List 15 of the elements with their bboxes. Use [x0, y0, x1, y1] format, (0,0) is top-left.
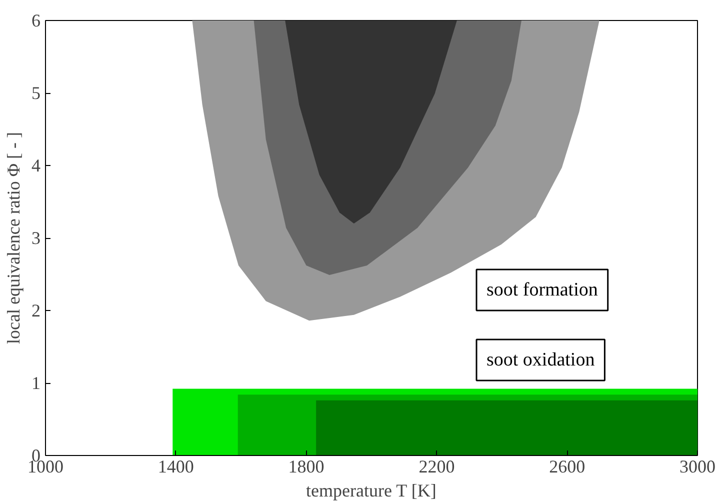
x-tick-label: 1800: [288, 456, 324, 476]
x-tick-label: 1400: [158, 456, 194, 476]
y-tick-label: 1: [32, 373, 40, 393]
annotation: soot oxidation: [486, 350, 596, 370]
y-tick-label: 4: [32, 156, 40, 176]
x-axis-title: temperature T [K]: [306, 480, 436, 500]
y-tick-label: 2: [32, 300, 40, 320]
x-tick-label: 3000: [680, 456, 716, 476]
annotation: soot formation: [486, 280, 598, 300]
y-tick-label: 6: [32, 10, 40, 30]
x-tick-label: 2600: [549, 456, 586, 476]
y-tick-label: 5: [32, 83, 40, 103]
y-axis-title: local equivalence ratio Φ [ - ]: [4, 132, 24, 344]
y-tick-label: 3: [32, 228, 40, 248]
x-tick-label: 2200: [418, 456, 455, 476]
